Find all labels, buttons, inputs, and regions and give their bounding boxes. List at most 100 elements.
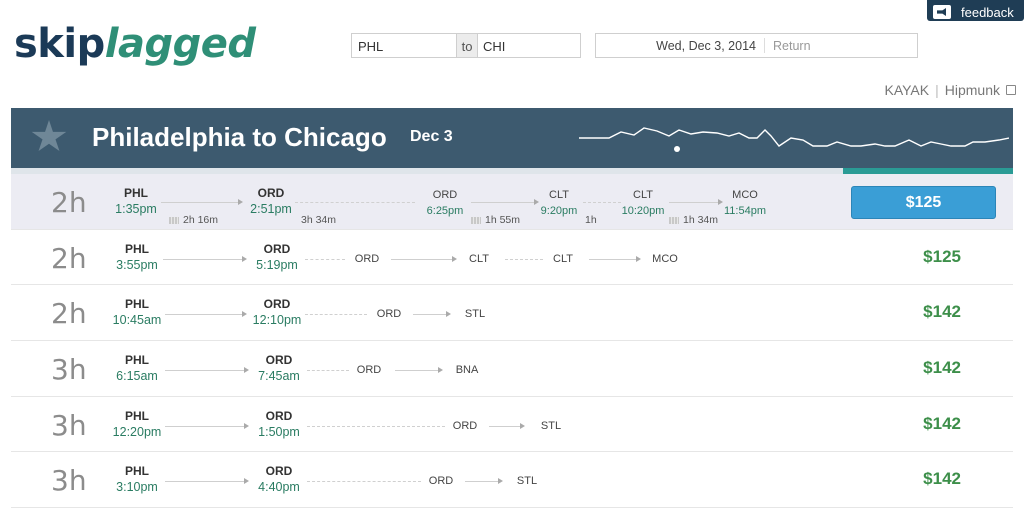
search-box: PHL to CHI [351, 33, 581, 58]
arrival-stop: ORD 12:10pm [252, 297, 302, 328]
layover-line [307, 370, 349, 372]
stop-code: PHL [124, 186, 148, 200]
flight-row[interactable]: 3h PHL 6:15am ORD 7:45am ORD BNA $142 [11, 341, 1013, 397]
stop-code: ORD [257, 186, 285, 200]
star-icon[interactable] [31, 120, 67, 151]
leg-duration: 3h 34m [301, 214, 337, 226]
select-flight-button[interactable]: $125 [851, 186, 996, 219]
route-stop: STL [516, 475, 538, 488]
kayak-link[interactable]: KAYAK [884, 82, 930, 98]
stop-time: 2:51pm [250, 202, 292, 216]
leg-duration: 1h [585, 214, 597, 226]
route-stop: ORD [376, 308, 402, 321]
layover-line [583, 202, 621, 203]
route-stop: CLT [469, 252, 489, 265]
flight-duration: 3h [51, 408, 87, 442]
skiplagged-logo[interactable]: skiplagged [14, 20, 256, 68]
origin-input[interactable]: PHL [358, 39, 384, 54]
route-title: Philadelphia to Chicago [92, 122, 387, 152]
sparkline-marker [674, 146, 680, 152]
leg-duration: 1h 55m [471, 214, 520, 226]
departure-stop: PHL 3:10pm [116, 464, 158, 495]
flight-price[interactable]: $142 [923, 302, 961, 322]
layover-line [307, 481, 421, 483]
arrival-stop: ORD 2:51pm [247, 185, 295, 217]
route-stop: STL [464, 308, 486, 321]
flight-arrow [413, 311, 451, 318]
flight-arrow [489, 422, 525, 429]
departure-stop: PHL 12:20pm [112, 408, 162, 439]
flight-arrow [589, 255, 641, 262]
flight-arrow [165, 478, 249, 485]
flight-duration: 2h [51, 297, 87, 331]
flight-duration: 3h [51, 353, 87, 387]
layover-line [305, 258, 345, 260]
arrival-stop: ORD 5:19pm [256, 241, 298, 272]
route-banner: Philadelphia to Chicago Dec 3 [11, 108, 1013, 168]
flight-arrow [471, 199, 539, 205]
flight-price[interactable]: $142 [923, 413, 961, 433]
external-link-icon [1006, 85, 1016, 95]
return-date-input[interactable]: Return [773, 39, 811, 53]
route-stop: BNA [455, 364, 479, 377]
flight-arrow [165, 311, 247, 318]
flight-arrow [391, 255, 457, 262]
route-date: Dec 3 [410, 128, 453, 145]
arrival-stop: ORD 7:45am [258, 353, 300, 384]
flight-duration: 3h [51, 464, 87, 498]
flight-arrow [395, 367, 443, 374]
price-trend-sparkline [579, 127, 1009, 152]
leg-duration: 1h 34m [669, 214, 718, 226]
connection-stop: MCO 11:54pm [724, 189, 766, 217]
route-stop: ORD [452, 419, 478, 432]
logo-part-2: lagged [104, 21, 256, 67]
flight-row[interactable]: 3h PHL 3:10pm ORD 4:40pm ORD STL $142 [11, 452, 1013, 509]
connection-stop: CLT 9:20pm [540, 189, 578, 217]
flight-price[interactable]: $142 [923, 469, 961, 489]
top-bar: skiplagged PHL to CHI Wed, Dec 3, 2014 R… [0, 0, 1024, 100]
flight-arrow [465, 478, 503, 485]
date-divider [764, 38, 765, 53]
feedback-button[interactable]: feedback [927, 0, 1024, 21]
departure-stop: PHL 6:15am [116, 353, 158, 384]
destination-input[interactable]: CHI [483, 39, 506, 54]
flight-row[interactable]: 2h PHL 3:55pm ORD 5:19pm ORD CLT CLT MCO… [11, 229, 1013, 286]
flight-arrow [669, 199, 723, 205]
flight-duration: 2h [51, 186, 87, 219]
layover-line [295, 202, 415, 203]
partner-divider: | [935, 82, 939, 98]
arrival-stop: ORD 1:50pm [258, 408, 300, 439]
flight-results-list: 2h PHL 1:35pm 2h 16m ORD 2:51pm 3h 34m O… [11, 174, 1013, 509]
flight-arrow [165, 367, 249, 374]
progress-bar [11, 168, 1013, 174]
flight-price[interactable]: $125 [923, 246, 961, 266]
flight-arrow [163, 255, 247, 262]
arrival-stop: ORD 4:40pm [258, 464, 300, 495]
flight-arrow [165, 422, 249, 429]
route-stop: STL [540, 419, 562, 432]
hipmunk-link[interactable]: Hipmunk [944, 82, 1000, 98]
route-stop: MCO [652, 252, 678, 265]
flight-row[interactable]: 2h PHL 1:35pm 2h 16m ORD 2:51pm 3h 34m O… [11, 174, 1013, 230]
route-stop: ORD [354, 252, 380, 265]
to-label: to [456, 34, 478, 57]
feedback-label: feedback [961, 4, 1014, 20]
departure-stop: PHL 1:35pm [111, 185, 161, 217]
route-stop: CLT [553, 252, 573, 265]
layover-line [305, 314, 367, 316]
flight-row[interactable]: 3h PHL 12:20pm ORD 1:50pm ORD STL $142 [11, 396, 1013, 453]
progress-fill [843, 168, 1013, 174]
flight-duration: 2h [51, 241, 87, 275]
partner-links: KAYAK | Hipmunk [884, 82, 1016, 98]
route-stop: ORD [356, 364, 382, 377]
date-picker: Wed, Dec 3, 2014 Return [595, 33, 918, 58]
layover-line [505, 258, 543, 260]
flight-row[interactable]: 2h PHL 10:45am ORD 12:10pm ORD STL $142 [11, 285, 1013, 342]
connection-stop: ORD 6:25pm [426, 189, 464, 217]
depart-date-input[interactable]: Wed, Dec 3, 2014 [656, 39, 756, 53]
megaphone-icon [933, 5, 951, 19]
flight-arrow [161, 199, 243, 205]
leg-duration: 2h 16m [169, 214, 218, 226]
flight-price[interactable]: $142 [923, 358, 961, 378]
departure-stop: PHL 3:55pm [116, 241, 158, 272]
